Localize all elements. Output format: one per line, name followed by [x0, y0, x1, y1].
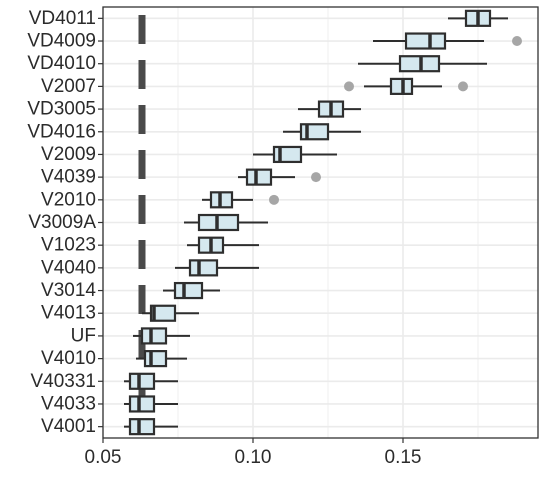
box-iqr [272, 145, 303, 164]
box-v4010 [136, 350, 187, 368]
box-iqr [188, 259, 219, 277]
grid [102, 7, 538, 438]
outlier-point [458, 81, 468, 92]
box-vd4009 [373, 32, 522, 50]
box-vd4016 [283, 123, 361, 141]
box-iqr [140, 327, 168, 345]
x-tick-labels: 0.05 0.10 0.15 [85, 438, 422, 468]
box-v4013 [142, 304, 199, 322]
outlier-point [344, 81, 354, 92]
box-iqr [128, 395, 156, 413]
y-tick-label: VD4016 [27, 121, 96, 142]
y-tick-label: V3014 [41, 280, 96, 301]
box-iqr [173, 281, 204, 300]
outlier-point [269, 194, 279, 205]
box-iqr [404, 32, 447, 50]
box-uf [133, 327, 190, 345]
box-iqr [299, 123, 330, 141]
box-v4039 [238, 168, 321, 186]
box-vd4011 [448, 9, 508, 27]
box-iqr [149, 304, 177, 322]
box-v2007 [344, 77, 468, 95]
box-v3009a [184, 213, 268, 232]
box-v4040 [175, 259, 259, 277]
y-tick-label: V2007 [41, 76, 96, 97]
x-tick-label: 0.10 [235, 447, 272, 468]
y-tick-label: VD4011 [29, 8, 96, 29]
y-tick-label: UF [71, 325, 96, 346]
y-tick-label: VD4010 [27, 53, 96, 74]
y-tick-labels: VD4011VD4009VD4010V2007VD3005VD4016V2009… [27, 8, 103, 437]
y-tick-label: V2009 [41, 144, 96, 165]
outlier-point [512, 36, 522, 47]
y-tick-label: V4040 [41, 257, 96, 278]
box-iqr [128, 372, 156, 390]
y-tick-label: V3009A [28, 212, 96, 233]
y-tick-label: V4013 [41, 303, 96, 324]
y-tick-label: VD4009 [27, 31, 96, 52]
boxes [124, 9, 522, 436]
y-tick-label: V4010 [41, 348, 96, 369]
y-tick-label: V1023 [41, 235, 96, 256]
y-tick-label: V40331 [30, 371, 96, 392]
y-tick-label: V4001 [41, 416, 96, 437]
box-vd4010 [358, 55, 487, 73]
box-v1023 [187, 236, 259, 254]
y-tick-label: V2010 [41, 189, 96, 210]
box-v4033 [124, 395, 178, 413]
y-tick-label: V4033 [41, 393, 96, 414]
box-iqr [245, 168, 273, 186]
box-v2010 [202, 191, 279, 209]
x-tick-label: 0.15 [385, 447, 422, 468]
box-vd3005 [298, 100, 361, 118]
box-iqr [143, 350, 168, 368]
outlier-point [311, 172, 321, 183]
box-iqr [128, 418, 156, 436]
box-v3014 [163, 281, 220, 300]
y-tick-label: VD3005 [27, 99, 96, 120]
x-tick-label: 0.05 [85, 447, 122, 468]
box-v2009 [253, 145, 337, 164]
y-tick-label: V4039 [41, 167, 96, 188]
box-v40331 [124, 372, 178, 390]
box-v4001 [124, 418, 178, 436]
